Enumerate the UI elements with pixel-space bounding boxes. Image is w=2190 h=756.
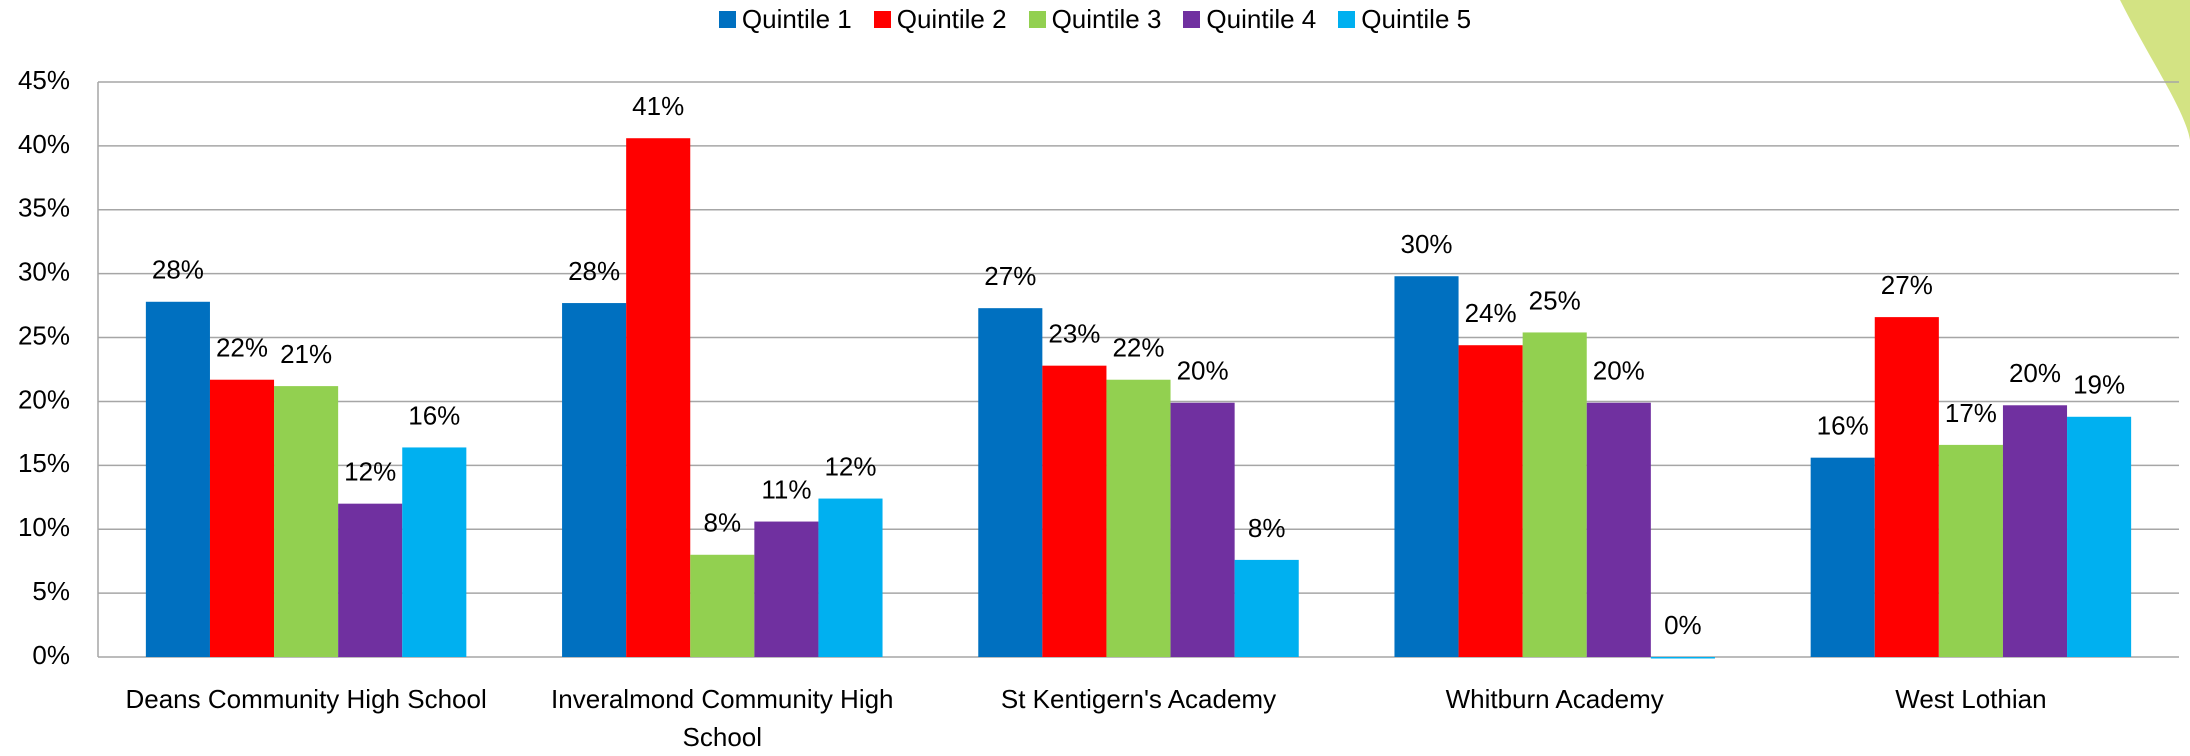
value-label: 8% <box>704 508 742 538</box>
legend-swatch <box>1028 11 1046 28</box>
value-label: 16% <box>1817 411 1869 441</box>
bar <box>145 301 210 657</box>
legend-item: Quintile 1 <box>718 4 852 35</box>
bar <box>2067 416 2132 657</box>
bar <box>338 503 403 657</box>
value-label: 20% <box>2009 358 2061 388</box>
bar <box>1042 365 1107 657</box>
legend-item: Quintile 3 <box>1028 4 1162 35</box>
y-tick-label: 45% <box>18 65 70 95</box>
bar <box>1106 379 1171 657</box>
legend-label: Quintile 1 <box>741 4 852 34</box>
bar <box>402 447 467 657</box>
value-label: 20% <box>1593 356 1645 386</box>
bar <box>1394 276 1459 657</box>
value-label: 23% <box>1048 319 1100 349</box>
value-label: 11% <box>761 474 811 504</box>
y-tick-label: 15% <box>18 448 70 478</box>
value-label: 41% <box>632 91 684 121</box>
legend-label: Quintile 2 <box>896 4 1007 34</box>
y-tick-label: 20% <box>18 384 70 414</box>
legend-swatch <box>718 11 736 28</box>
y-tick-label: 5% <box>32 576 70 606</box>
bar <box>1522 332 1587 657</box>
bar <box>274 386 339 657</box>
bar <box>626 138 691 657</box>
value-label: 27% <box>1881 270 1933 300</box>
bar <box>1170 402 1235 657</box>
decoration <box>2120 0 2190 140</box>
x-tick-label: Deans Community High School <box>125 684 487 714</box>
y-tick-label: 10% <box>18 512 70 542</box>
y-tick-label: 30% <box>18 257 70 287</box>
value-label: 0% <box>1664 610 1702 640</box>
legend-swatch <box>1338 11 1356 28</box>
y-tick-label: 40% <box>18 129 70 159</box>
x-tick-label: West Lothian <box>1895 684 2047 714</box>
bar <box>978 308 1043 657</box>
value-label: 24% <box>1465 298 1517 328</box>
bar <box>690 554 755 657</box>
bar <box>2002 405 2068 657</box>
value-label: 20% <box>1177 356 1229 386</box>
bar <box>1234 559 1299 657</box>
legend-swatch <box>1183 11 1201 28</box>
bar <box>1458 345 1523 657</box>
legend-label: Quintile 3 <box>1051 4 1162 34</box>
bar <box>1938 444 2003 657</box>
bar <box>562 303 627 657</box>
value-label: 8% <box>1248 513 1286 543</box>
bar <box>754 521 819 657</box>
x-tick-label: St Kentigern's Academy <box>1000 684 1277 714</box>
value-label: 22% <box>216 333 268 363</box>
bar <box>1810 457 1875 657</box>
value-label: 12% <box>824 451 876 481</box>
legend-swatch <box>873 11 891 28</box>
y-tick-label: 35% <box>18 193 70 223</box>
bar <box>818 498 883 657</box>
y-tick-label: 25% <box>18 320 70 350</box>
legend-label: Quintile 5 <box>1361 4 1472 34</box>
bar <box>1586 402 1651 657</box>
value-label: 30% <box>1400 229 1452 259</box>
value-label: 12% <box>344 457 396 487</box>
legend-item: Quintile 5 <box>1338 4 1471 35</box>
value-label: 28% <box>152 255 204 285</box>
bar <box>1650 657 1715 659</box>
x-tick-label: Inveralmond Community High School <box>551 684 894 752</box>
value-label: 22% <box>1112 333 1164 363</box>
value-label: 19% <box>2073 370 2125 400</box>
y-tick-label: 0% <box>32 640 70 670</box>
legend: Quintile 1 Quintile 2 Quintile 3 Quintile 4… <box>0 4 2190 35</box>
value-label: 28% <box>568 256 620 286</box>
value-label: 25% <box>1529 285 1581 315</box>
legend-label: Quintile 4 <box>1206 4 1317 34</box>
value-label: 16% <box>408 400 460 430</box>
x-tick-label: Whitburn Academy <box>1445 684 1664 714</box>
bar <box>1874 317 1939 657</box>
value-label: 27% <box>984 261 1036 291</box>
value-label: 21% <box>280 339 332 369</box>
value-label: 17% <box>1945 398 1997 428</box>
legend-item: Quintile 2 <box>873 4 1007 35</box>
legend-item: Quintile 4 <box>1183 4 1316 35</box>
bar <box>209 379 275 657</box>
